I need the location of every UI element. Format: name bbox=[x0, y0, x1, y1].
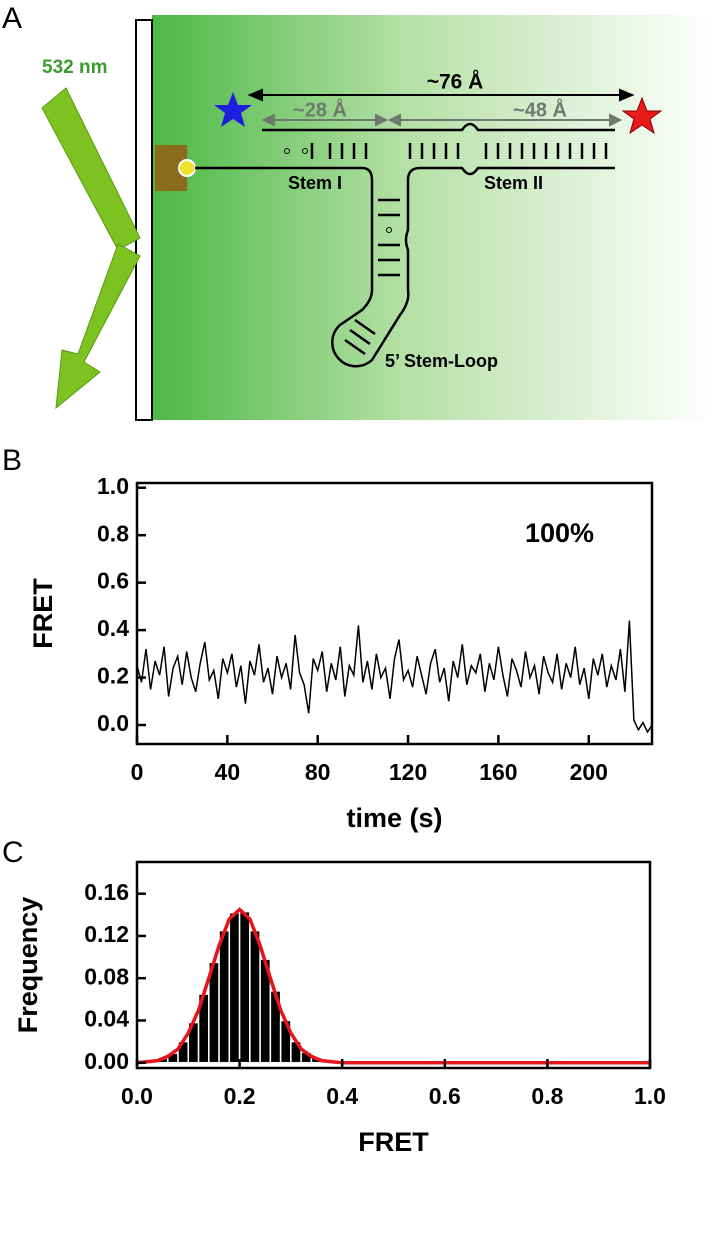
distance-label: ~76 Å bbox=[427, 70, 484, 94]
bar bbox=[249, 929, 261, 1064]
incident-beam bbox=[41, 87, 141, 251]
stem-label: Stem I bbox=[288, 173, 342, 193]
x-tick-label: 160 bbox=[479, 759, 517, 785]
x-tick-label: 200 bbox=[570, 759, 608, 785]
panel-label: C bbox=[2, 836, 24, 869]
y-tick-label: 0.00 bbox=[84, 1048, 129, 1074]
y-tick-label: 0.08 bbox=[84, 963, 129, 989]
y-axis-label: Frequency bbox=[13, 897, 43, 1034]
y-axis-label: FRET bbox=[28, 578, 58, 649]
annotation: 100% bbox=[525, 518, 594, 548]
x-axis-label: FRET bbox=[358, 1127, 429, 1157]
y-tick-label: 0.4 bbox=[97, 615, 129, 641]
y-tick-label: 0.16 bbox=[84, 879, 129, 905]
donor-star bbox=[214, 92, 252, 127]
x-tick-label: 120 bbox=[389, 759, 427, 785]
reflected-beam bbox=[55, 243, 141, 410]
loop-label: 5’ Stem-Loop bbox=[385, 351, 498, 371]
biotin bbox=[178, 159, 196, 177]
acceptor-star bbox=[621, 96, 663, 135]
plot-frame bbox=[135, 481, 654, 746]
x-tick-label: 0.0 bbox=[121, 1083, 153, 1109]
x-tick-label: 0.6 bbox=[429, 1083, 461, 1109]
y-tick-label: 0.8 bbox=[97, 520, 129, 546]
distance-arrow bbox=[261, 113, 623, 127]
x-tick-label: 0.8 bbox=[531, 1083, 563, 1109]
x-tick-label: 0 bbox=[131, 759, 144, 785]
distance-label: ~48 Å bbox=[513, 97, 567, 121]
y-tick-label: 0.0 bbox=[97, 710, 129, 736]
mismatch bbox=[284, 148, 290, 154]
evanescent-field bbox=[152, 15, 716, 420]
bar bbox=[238, 910, 251, 1064]
panel-label: B bbox=[2, 444, 22, 477]
rna bbox=[195, 122, 615, 368]
panel-a: A 532 nm ~76 Å ~28 Å ~48 Å Stem I Stem I… bbox=[2, 2, 716, 421]
bar bbox=[218, 929, 231, 1064]
x-tick-label: 40 bbox=[215, 759, 241, 785]
mismatch bbox=[386, 227, 392, 233]
bar bbox=[228, 911, 241, 1064]
x-tick-label: 1.0 bbox=[634, 1083, 666, 1109]
fit-curve bbox=[136, 907, 650, 1065]
y-tick-label: 0.12 bbox=[84, 921, 129, 947]
plot-frame bbox=[135, 860, 652, 1070]
y-tick-label: 0.6 bbox=[97, 568, 129, 594]
trace bbox=[136, 620, 653, 734]
y-tick-label: 0.2 bbox=[97, 663, 129, 689]
slide bbox=[135, 19, 153, 421]
distance-label: ~28 Å bbox=[293, 97, 347, 121]
panel-label: A bbox=[2, 2, 22, 35]
x-tick-label: 0.4 bbox=[326, 1083, 358, 1109]
x-tick-label: 0.2 bbox=[224, 1083, 256, 1109]
stem-label: Stem II bbox=[484, 173, 543, 193]
x-tick-label: 80 bbox=[305, 759, 331, 785]
x-axis-label: time (s) bbox=[346, 803, 442, 833]
laser-label: 532 nm bbox=[42, 57, 107, 78]
y-tick-label: 0.04 bbox=[84, 1006, 129, 1032]
mismatch bbox=[302, 148, 308, 154]
distance-arrow bbox=[247, 88, 635, 102]
y-tick-label: 1.0 bbox=[97, 473, 129, 499]
